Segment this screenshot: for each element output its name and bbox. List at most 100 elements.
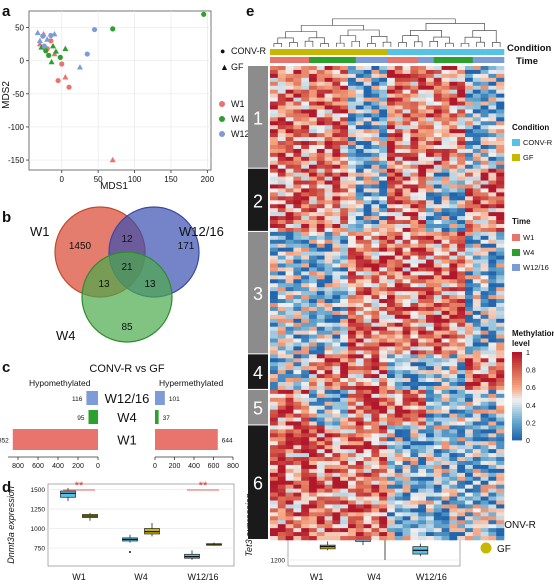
heatmap-cell — [324, 484, 333, 489]
heatmap-cell — [457, 279, 466, 284]
heatmap-cell — [402, 468, 411, 474]
heatmap-cell — [332, 496, 341, 501]
heatmap-cell — [277, 330, 286, 335]
heatmap-cell — [488, 504, 497, 509]
heatmap-cell — [348, 409, 357, 414]
heatmap-cell — [402, 97, 411, 102]
heatmap-cell — [371, 105, 380, 110]
heatmap-cell — [332, 275, 341, 280]
heatmap-cell — [285, 358, 294, 363]
heatmap-cell — [496, 121, 505, 126]
heatmap-cell — [379, 200, 388, 205]
heatmap-cell — [496, 484, 505, 489]
heatmap-cell — [301, 89, 310, 94]
heatmap-cell — [316, 508, 325, 513]
heatmap-cell — [480, 137, 489, 142]
heatmap-cell — [363, 496, 372, 501]
heatmap-cell — [277, 164, 286, 169]
heatmap-cell — [465, 220, 474, 225]
heatmap-cell — [277, 85, 286, 90]
heatmap-cell — [441, 385, 450, 391]
heatmap-cell — [472, 417, 481, 422]
heatmap-cell — [309, 417, 318, 422]
heatmap-cell — [496, 516, 505, 521]
heatmap-cell — [332, 255, 341, 260]
heatmap-cell — [433, 188, 442, 193]
heatmap-cell — [488, 160, 497, 166]
heatmap-cell — [316, 484, 325, 489]
heatmap-cell — [340, 204, 349, 209]
heatmap-cell — [441, 247, 450, 252]
heatmap-cell — [472, 358, 481, 363]
heatmap-cell — [301, 449, 310, 454]
heatmap-cell — [332, 77, 341, 83]
heatmap-cell — [270, 200, 279, 205]
heatmap-cell — [363, 405, 372, 410]
heatmap-cell — [465, 156, 474, 162]
heatmap-cell — [402, 200, 411, 205]
heatmap-cell — [433, 441, 442, 446]
heatmap-cell — [379, 437, 388, 442]
heatmap-cell — [496, 160, 505, 166]
heatmap-cell — [324, 101, 333, 106]
heatmap-cell — [387, 476, 396, 482]
heatmap-cell — [426, 433, 435, 438]
heatmap-cell — [472, 188, 481, 193]
heatmap-cell — [293, 97, 302, 102]
heatmap-cell — [332, 101, 341, 106]
heatmap-cell — [433, 492, 442, 497]
mds-plot-frame — [28, 10, 212, 171]
heatmap-cell — [449, 496, 458, 501]
heatmap-cell — [488, 433, 497, 438]
heatmap-cell — [394, 235, 403, 241]
heatmap-cell — [488, 129, 497, 134]
heatmap-cell — [465, 492, 474, 497]
heatmap-cell — [355, 172, 364, 177]
heatmap-cell — [418, 192, 427, 197]
heatmap-cell — [301, 259, 310, 264]
heatmap-cell — [410, 330, 419, 335]
heatmap-cell — [316, 251, 325, 256]
heatmap-cell — [441, 433, 450, 438]
heatmap-cell — [387, 461, 396, 466]
heatmap-cell — [387, 295, 396, 300]
heatmap-cell — [355, 224, 364, 229]
heatmap-cell — [293, 310, 302, 316]
heatmap-cell — [270, 520, 279, 525]
heatmap-cell — [496, 283, 505, 288]
heatmap-cell — [387, 227, 396, 233]
heatmap-cell — [363, 287, 372, 292]
heatmap-cell — [426, 148, 435, 154]
heatmap-cell — [355, 413, 364, 418]
heatmap-cell — [394, 89, 403, 94]
heatmap-cell — [418, 326, 427, 331]
heatmap-cell — [371, 338, 380, 343]
heatmap-cell — [270, 472, 279, 478]
heatmap-cell — [496, 417, 505, 422]
heatmap-cell — [285, 176, 294, 181]
heatmap-cell — [316, 417, 325, 422]
heatmap-cell — [426, 164, 435, 169]
heatmap-cell — [379, 500, 388, 505]
heatmap-cell — [449, 385, 458, 391]
heatmap-cell — [316, 362, 325, 367]
heatmap-cell — [316, 255, 325, 260]
heatmap-cell — [355, 267, 364, 272]
mds-x-tick-label: 200 — [201, 175, 215, 184]
heatmap-cell — [441, 85, 450, 90]
time-annotation-cell — [410, 57, 419, 63]
heatmap-cell — [465, 125, 474, 130]
heatmap-cell — [277, 89, 286, 94]
heatmap-cell — [480, 342, 489, 347]
heatmap-cell — [465, 152, 474, 158]
heatmap-cell — [402, 334, 411, 339]
heatmap-cell — [426, 342, 435, 347]
heatmap-cell — [363, 267, 372, 272]
heatmap-cell — [472, 180, 481, 185]
heatmap-cell — [457, 113, 466, 118]
mds-point-gf — [50, 42, 57, 49]
heatmap-cell — [433, 370, 442, 375]
heatmap-cell — [480, 480, 489, 485]
heatmap-cell — [363, 480, 372, 485]
heatmap-cell — [418, 152, 427, 158]
